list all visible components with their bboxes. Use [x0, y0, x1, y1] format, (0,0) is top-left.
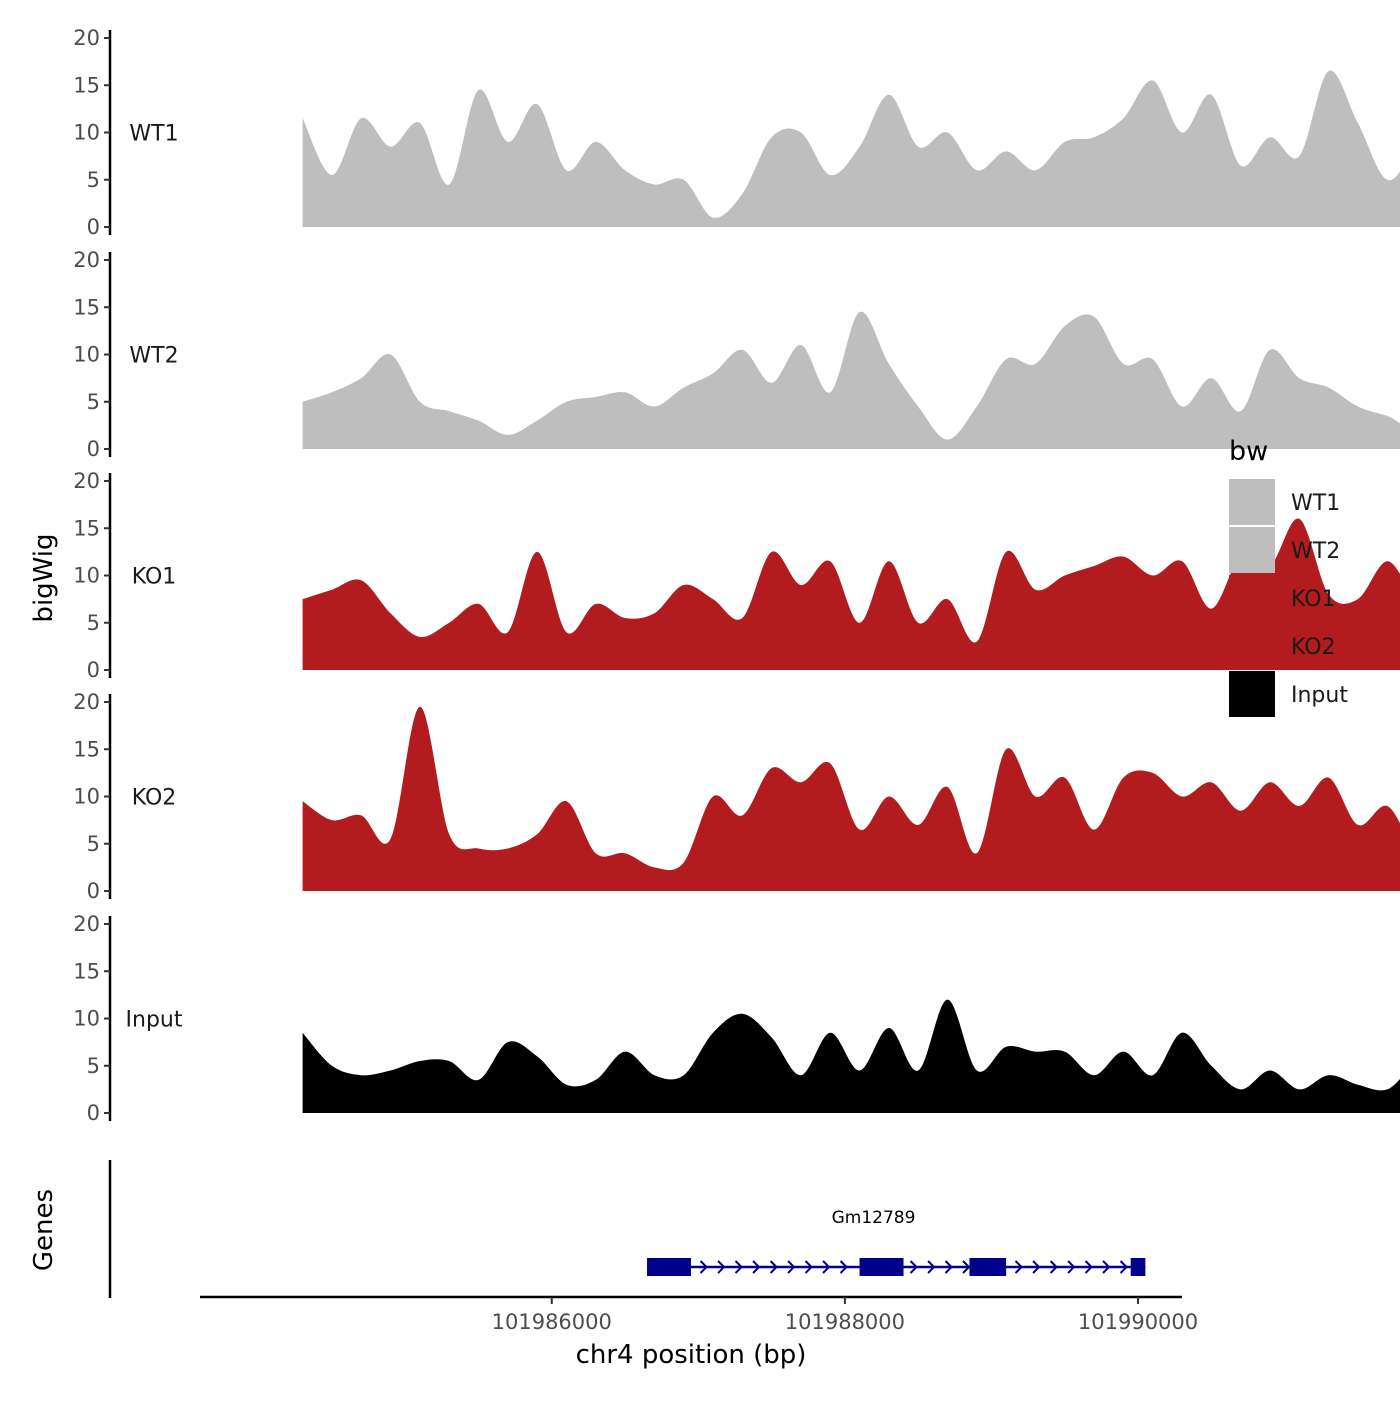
strand-arrow-icon	[1102, 1260, 1111, 1274]
gene-exon	[1130, 1258, 1146, 1276]
y-tick-label: 20	[73, 248, 100, 272]
y-tick-label: 20	[73, 912, 100, 936]
y-tick-label: 0	[87, 658, 100, 682]
signal-area-wt2	[302, 311, 1400, 449]
strand-arrow-icon	[717, 1260, 726, 1274]
x-tick-label: 101988000	[785, 1310, 905, 1334]
gene-name-label: Gm12789	[832, 1208, 916, 1228]
y-tick-label: 10	[73, 1007, 100, 1031]
genes-axis-title: Genes	[29, 1189, 59, 1271]
signal-area-ko2	[302, 706, 1400, 891]
strand-arrow-icon	[1014, 1260, 1023, 1274]
legend-swatch-ko1	[1229, 575, 1275, 621]
y-tick-label: 0	[87, 879, 100, 903]
legend-label-wt1: WT1	[1291, 491, 1340, 516]
strand-arrow-icon	[1119, 1260, 1128, 1274]
y-tick-label: 20	[73, 26, 100, 50]
x-axis-title: chr4 position (bp)	[576, 1340, 807, 1370]
y-tick-label: 10	[73, 564, 100, 588]
legend-label-wt2: WT2	[1291, 539, 1340, 564]
y-tick-label: 0	[87, 1101, 100, 1125]
y-tick-label: 15	[73, 73, 100, 97]
strand-arrow-icon	[944, 1260, 953, 1274]
strand-arrow-icon	[962, 1260, 971, 1274]
y-tick-label: 10	[73, 121, 100, 145]
strand-arrow-icon	[822, 1260, 831, 1274]
legend-swatch-input	[1229, 671, 1275, 717]
y-tick-label: 10	[73, 343, 100, 367]
gene-exon	[969, 1258, 1007, 1276]
track-label-ko2: KO2	[132, 786, 177, 811]
track-label-wt1: WT1	[129, 122, 178, 147]
y-tick-label: 15	[73, 737, 100, 761]
y-tick-label: 0	[87, 437, 100, 461]
y-tick-label: 15	[73, 959, 100, 983]
track-label-wt2: WT2	[129, 344, 178, 369]
y-axis-title: bigWig	[29, 533, 59, 622]
y-tick-label: 10	[73, 785, 100, 809]
strand-arrow-icon	[1084, 1260, 1093, 1274]
strand-arrow-icon	[1049, 1260, 1058, 1274]
x-tick-label: 101986000	[492, 1310, 612, 1334]
y-tick-label: 5	[87, 611, 100, 635]
strand-arrow-icon	[734, 1260, 743, 1274]
track-label-input: Input	[126, 1008, 183, 1033]
strand-arrow-icon	[839, 1260, 848, 1274]
track-label-ko1: KO1	[132, 565, 177, 590]
y-tick-label: 5	[87, 1054, 100, 1078]
strand-arrow-icon	[804, 1260, 813, 1274]
legend-swatch-wt2	[1229, 527, 1275, 573]
legend-title: bw	[1229, 436, 1268, 467]
gene-exon	[647, 1258, 691, 1276]
legend-swatch-ko2	[1229, 623, 1275, 669]
legend-swatch-wt1	[1229, 479, 1275, 525]
strand-arrow-icon	[927, 1260, 936, 1274]
legend-label-ko2: KO2	[1291, 635, 1336, 660]
signal-area-ko1	[302, 518, 1400, 670]
y-tick-label: 5	[87, 832, 100, 856]
y-tick-label: 15	[73, 295, 100, 319]
signal-area-input	[302, 999, 1400, 1113]
y-tick-label: 15	[73, 516, 100, 540]
strand-arrow-icon	[909, 1260, 918, 1274]
x-tick-label: 101990000	[1078, 1310, 1198, 1334]
gene-exon	[859, 1258, 904, 1276]
y-tick-label: 5	[87, 390, 100, 414]
strand-arrow-icon	[787, 1260, 796, 1274]
legend-label-ko1: KO1	[1291, 587, 1336, 612]
signal-area-wt1	[302, 70, 1400, 227]
y-tick-label: 5	[87, 168, 100, 192]
y-tick-label: 0	[87, 215, 100, 239]
legend-label-input: Input	[1291, 683, 1348, 708]
y-tick-label: 20	[73, 690, 100, 714]
strand-arrow-icon	[769, 1260, 778, 1274]
strand-arrow-icon	[752, 1260, 761, 1274]
strand-arrow-icon	[1067, 1260, 1076, 1274]
strand-arrow-icon	[699, 1260, 708, 1274]
y-tick-label: 20	[73, 469, 100, 493]
strand-arrow-icon	[1032, 1260, 1041, 1274]
